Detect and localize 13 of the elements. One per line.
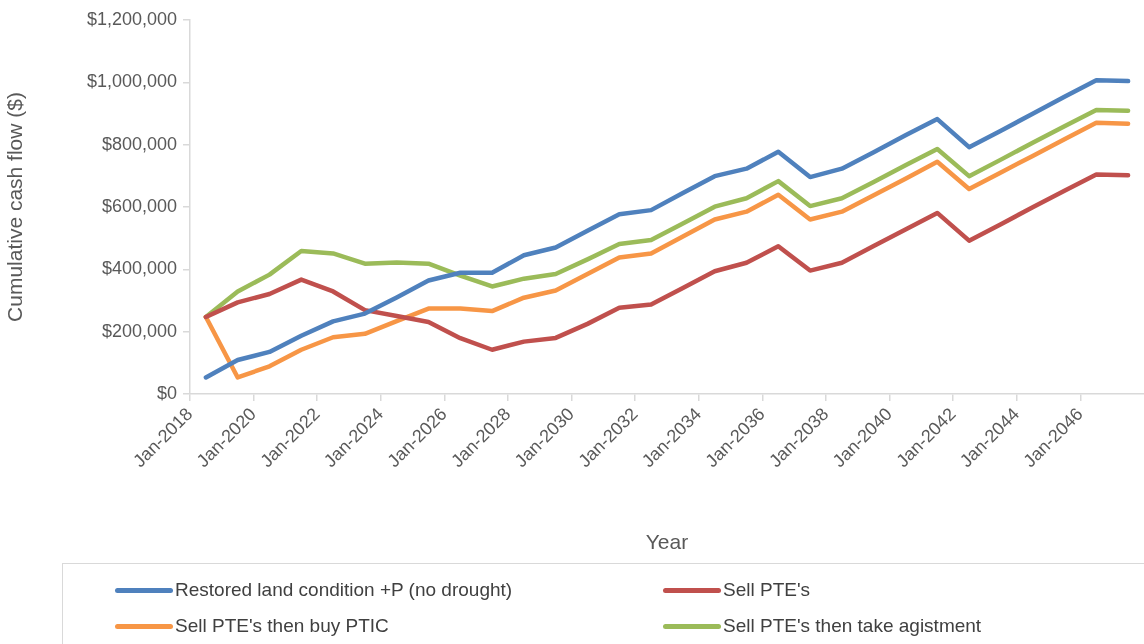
y-tick-label: $1,000,000 <box>86 71 177 92</box>
x-axis-title: Year <box>645 530 689 554</box>
y-tick-label: $1,200,000 <box>86 8 177 29</box>
y-tick-label: $400,000 <box>101 258 177 279</box>
y-axis-title: Cumulative cash flow ($) <box>3 92 27 322</box>
legend-label: Sell PTE's then buy PTIC <box>175 615 389 637</box>
y-tick-label: $800,000 <box>101 133 177 154</box>
y-tick-label: $600,000 <box>101 195 177 216</box>
legend-label: Sell PTE's then take agistment <box>723 615 982 637</box>
y-tick-label: $200,000 <box>101 320 177 341</box>
legend-label: Sell PTE's <box>723 579 811 601</box>
y-tick-label: $0 <box>156 382 177 403</box>
legend-label: Restored land condition +P (no drought) <box>175 579 513 601</box>
